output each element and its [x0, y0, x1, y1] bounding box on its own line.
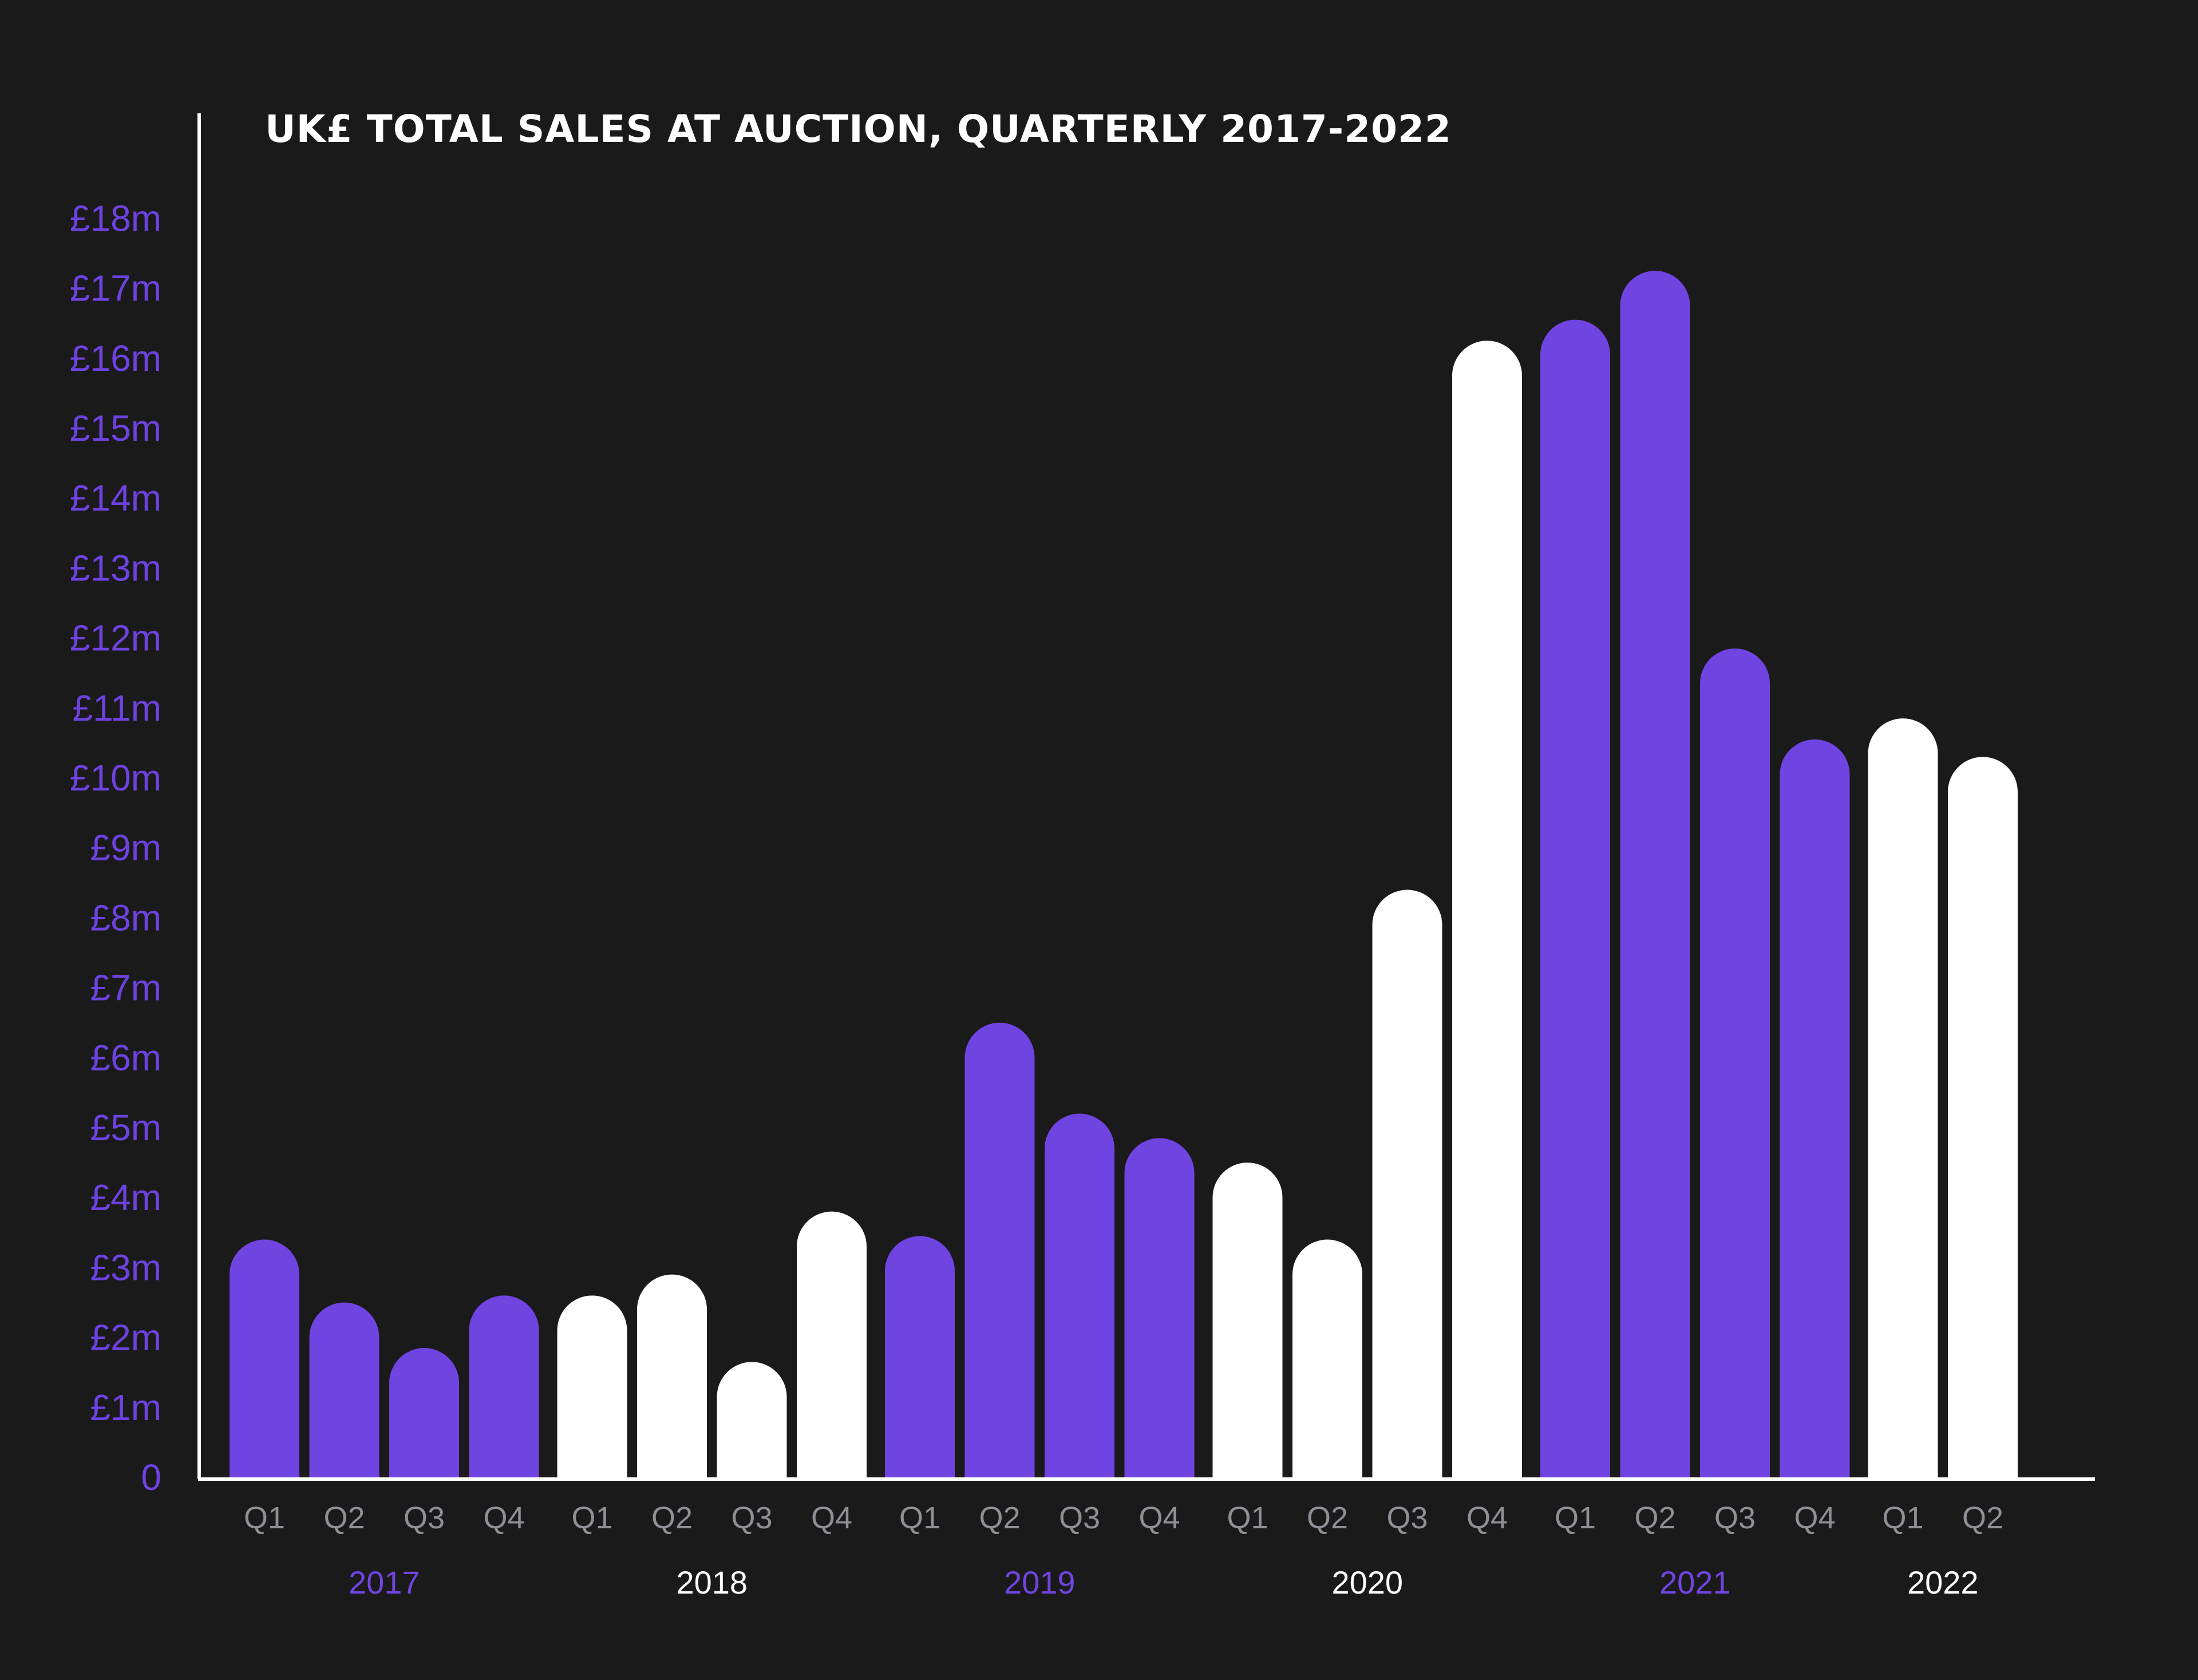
bars [230, 271, 2018, 1477]
bar-2021-q2 [1620, 271, 1690, 1477]
quarter-label: Q4 [1466, 1501, 1508, 1535]
quarter-label: Q4 [1138, 1501, 1180, 1535]
bar-2019-q4 [1124, 1138, 1195, 1477]
bar-2020-q1 [1212, 1163, 1283, 1477]
quarter-label: Q2 [323, 1501, 365, 1535]
y-tick-label: £12m [70, 618, 161, 659]
y-tick-label: £16m [70, 338, 161, 379]
year-label-2021: 2021 [1659, 1564, 1731, 1600]
quarter-label: Q2 [651, 1501, 693, 1535]
year-label-2017: 2017 [349, 1564, 420, 1600]
quarter-label: Q1 [244, 1501, 285, 1535]
quarter-label: Q1 [571, 1501, 612, 1535]
y-tick-label: £17m [70, 268, 161, 309]
y-axis-ticks: 0 £1m £2m £3m £4m £5m £6m £7m £8m £9m £10m £11m £12m… [70, 197, 161, 1498]
bar-2018-q1 [557, 1295, 627, 1477]
bar-2019-q1 [885, 1236, 955, 1477]
y-tick-label: £2m [90, 1317, 162, 1358]
y-tick-label: £10m [70, 757, 161, 799]
quarter-label: Q3 [731, 1501, 772, 1535]
bar-2018-q4 [797, 1211, 867, 1477]
bar-2018-q3 [717, 1362, 787, 1477]
bar-2021-q3 [1700, 648, 1770, 1477]
bar-2022-q2 [1948, 757, 2018, 1477]
y-tick-label: £14m [70, 477, 161, 519]
quarter-label: Q3 [1714, 1501, 1756, 1535]
bar-2017-q1 [230, 1239, 299, 1477]
quarter-label: Q1 [1555, 1501, 1596, 1535]
y-tick-label: £9m [90, 827, 162, 868]
y-tick-label: 0 [141, 1457, 161, 1498]
bar-2020-q2 [1292, 1239, 1362, 1477]
y-tick-label: £1m [90, 1387, 162, 1428]
quarter-label: Q4 [1794, 1501, 1835, 1535]
year-label-2019: 2019 [1004, 1564, 1076, 1600]
quarter-label: Q4 [811, 1501, 852, 1535]
bar-2017-q2 [309, 1302, 379, 1477]
bar-2022-q1 [1868, 718, 1938, 1477]
chart-title: UK£ TOTAL SALES AT AUCTION, QUARTERLY 20… [265, 107, 1452, 151]
quarter-label: Q1 [1227, 1501, 1268, 1535]
quarter-label: Q1 [899, 1501, 940, 1535]
bar-2017-q4 [469, 1295, 539, 1477]
quarter-label: Q3 [1059, 1501, 1100, 1535]
year-label-2018: 2018 [676, 1564, 748, 1600]
quarter-label: Q1 [1882, 1501, 1923, 1535]
y-tick-label: £8m [90, 897, 162, 938]
y-tick-label: £13m [70, 547, 161, 588]
bar-2019-q2 [964, 1022, 1035, 1477]
y-tick-label: £11m [73, 687, 161, 729]
y-tick-label: £15m [70, 408, 161, 449]
y-tick-label: £5m [90, 1107, 162, 1148]
bar-2018-q2 [637, 1274, 707, 1477]
y-tick-label: £4m [90, 1177, 162, 1218]
year-label-2022: 2022 [1907, 1564, 1979, 1600]
y-tick-label: £3m [90, 1247, 162, 1288]
quarter-label: Q2 [1962, 1501, 2003, 1535]
bar-2021-q1 [1540, 319, 1610, 1477]
bar-2021-q4 [1780, 739, 1850, 1477]
quarter-label: Q3 [404, 1501, 445, 1535]
quarter-label: Q2 [979, 1501, 1020, 1535]
bar-2017-q3 [389, 1347, 459, 1477]
quarter-label: Q4 [483, 1501, 524, 1535]
bar-2020-q3 [1372, 890, 1442, 1477]
quarter-label: Q2 [1634, 1501, 1675, 1535]
bar-2020-q4 [1452, 341, 1522, 1477]
year-label-2020: 2020 [1331, 1564, 1403, 1600]
quarter-label: Q2 [1307, 1501, 1348, 1535]
bar-2019-q3 [1045, 1113, 1114, 1477]
y-tick-label: £6m [90, 1037, 162, 1078]
y-tick-label: £7m [90, 967, 162, 1009]
x-axis-labels: Q1 Q2 Q3 Q4 2017 Q1 Q2 Q3 Q4 2018 Q1 Q2 Q3 Q4 2019 Q1 Q2… [244, 1501, 2003, 1600]
y-tick-label: £18m [70, 197, 161, 239]
quarter-label: Q3 [1386, 1501, 1428, 1535]
